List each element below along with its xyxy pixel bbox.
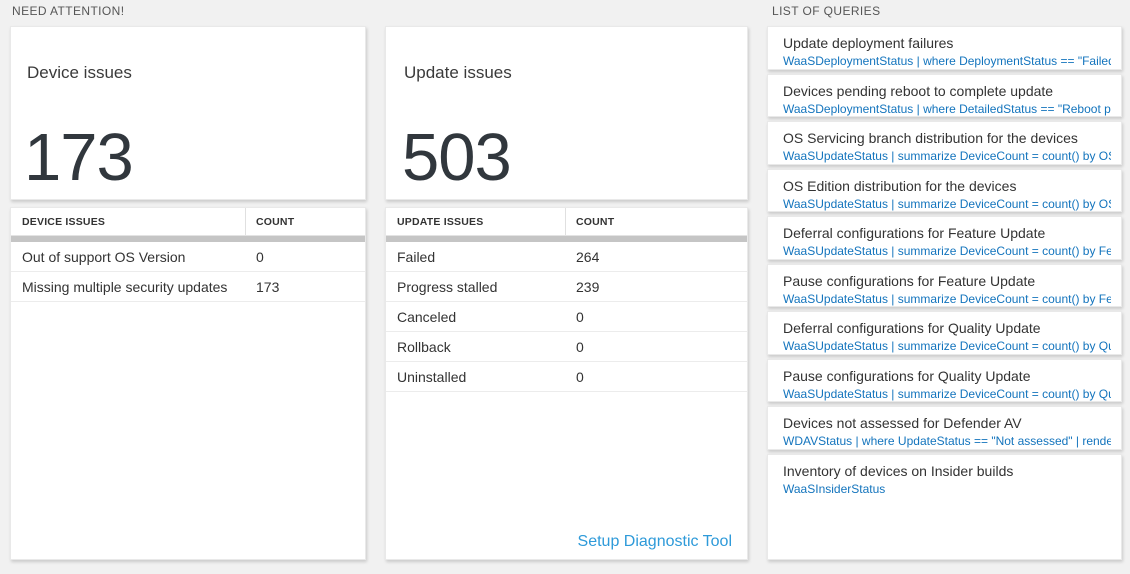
update-table-header: UPDATE ISSUES COUNT (386, 208, 747, 236)
table-divider-bar (11, 236, 365, 242)
row-label: Uninstalled (397, 368, 467, 385)
queries-panel: Update deployment failures WaaSDeploymen… (767, 26, 1122, 560)
row-label: Failed (397, 248, 436, 265)
device-issues-title: Device issues (27, 63, 132, 82)
query-item[interactable]: Devices not assessed for Defender AV WDA… (767, 406, 1122, 450)
query-item[interactable]: Pause configurations for Feature Update … (767, 263, 1122, 307)
row-label: Out of support OS Version (22, 248, 186, 265)
query-title: Pause configurations for Feature Update (783, 272, 1036, 289)
row-count: 239 (576, 278, 600, 295)
query-code: WaaSDeploymentStatus | where DeploymentS… (783, 54, 1111, 68)
update-issues-title: Update issues (404, 63, 512, 82)
query-title: Devices pending reboot to complete updat… (783, 82, 1054, 99)
query-title: Pause configurations for Quality Update (783, 367, 1031, 384)
row-label: Rollback (397, 338, 451, 355)
table-row[interactable]: Missing multiple security updates 173 (11, 272, 365, 302)
query-title: Update deployment failures (783, 35, 954, 51)
query-item[interactable]: Deferral configurations for Quality Upda… (767, 311, 1122, 355)
update-table-header-issues: UPDATE ISSUES (386, 208, 566, 235)
setup-diagnostic-tool-link[interactable]: Setup Diagnostic Tool (577, 533, 732, 550)
query-code: WaaSInsiderStatus (783, 481, 886, 496)
query-title: Devices not assessed for Defender AV (783, 415, 1022, 431)
device-issues-table: DEVICE ISSUES COUNT Out of support OS Ve… (10, 207, 366, 560)
row-label: Progress stalled (397, 278, 498, 295)
update-issues-table: UPDATE ISSUES COUNT Failed 264 Progress … (385, 207, 748, 560)
row-count: 264 (576, 248, 600, 265)
query-code: WaaSUpdateStatus | summarize DeviceCount… (783, 149, 1111, 163)
query-item[interactable]: Inventory of devices on Insider builds W… (767, 453, 1122, 560)
update-issues-tile[interactable]: Update issues 503 (385, 26, 748, 200)
query-item[interactable]: OS Edition distribution for the devices … (767, 168, 1122, 212)
query-title: OS Edition distribution for the devices (783, 177, 1017, 194)
table-row[interactable]: Rollback 0 (386, 332, 747, 362)
query-item[interactable]: Deferral configurations for Feature Upda… (767, 216, 1122, 260)
row-count: 0 (576, 338, 584, 355)
device-table-header-issues: DEVICE ISSUES (11, 208, 246, 235)
device-table-header: DEVICE ISSUES COUNT (11, 208, 365, 236)
query-code: WDAVStatus | where UpdateStatus == "Not … (783, 434, 1111, 448)
row-count: 0 (576, 368, 584, 385)
update-issues-count: 503 (402, 120, 512, 195)
device-table-header-count: COUNT (256, 215, 295, 228)
table-row[interactable]: Progress stalled 239 (386, 272, 747, 302)
update-table-header-count: COUNT (576, 215, 615, 228)
table-divider-bar (386, 236, 747, 242)
query-title: OS Servicing branch distribution for the… (783, 130, 1078, 146)
table-row[interactable]: Out of support OS Version 0 (11, 242, 365, 272)
query-title: Deferral configurations for Feature Upda… (783, 225, 1046, 241)
query-item[interactable]: Devices pending reboot to complete updat… (767, 73, 1122, 117)
query-code: WaaSUpdateStatus | summarize DeviceCount… (783, 291, 1111, 306)
row-count: 0 (576, 308, 584, 325)
query-item[interactable]: Pause configurations for Quality Update … (767, 358, 1122, 402)
row-count: 0 (256, 248, 264, 265)
query-code: WaaSUpdateStatus | summarize DeviceCount… (783, 339, 1111, 353)
row-count: 173 (256, 278, 280, 295)
row-label: Missing multiple security updates (22, 278, 228, 295)
query-code: WaaSDeploymentStatus | where DetailedSta… (783, 101, 1111, 116)
query-code: WaaSUpdateStatus | summarize DeviceCount… (783, 196, 1111, 211)
query-title: Deferral configurations for Quality Upda… (783, 320, 1041, 336)
query-item[interactable]: OS Servicing branch distribution for the… (767, 121, 1122, 165)
need-attention-section-label: NEED ATTENTION! (12, 4, 125, 18)
list-of-queries-section-label: LIST OF QUERIES (772, 4, 881, 18)
row-label: Canceled (397, 308, 457, 325)
device-issues-tile[interactable]: Device issues 173 (10, 26, 366, 200)
query-title: Inventory of devices on Insider builds (783, 462, 1014, 479)
table-row[interactable]: Uninstalled 0 (386, 362, 747, 392)
query-code: WaaSUpdateStatus | summarize DeviceCount… (783, 244, 1111, 258)
table-row[interactable]: Failed 264 (386, 242, 747, 272)
query-code: WaaSUpdateStatus | summarize DeviceCount… (783, 386, 1111, 401)
device-issues-count: 173 (24, 120, 134, 195)
query-item[interactable]: Update deployment failures WaaSDeploymen… (767, 26, 1122, 70)
table-row[interactable]: Canceled 0 (386, 302, 747, 332)
